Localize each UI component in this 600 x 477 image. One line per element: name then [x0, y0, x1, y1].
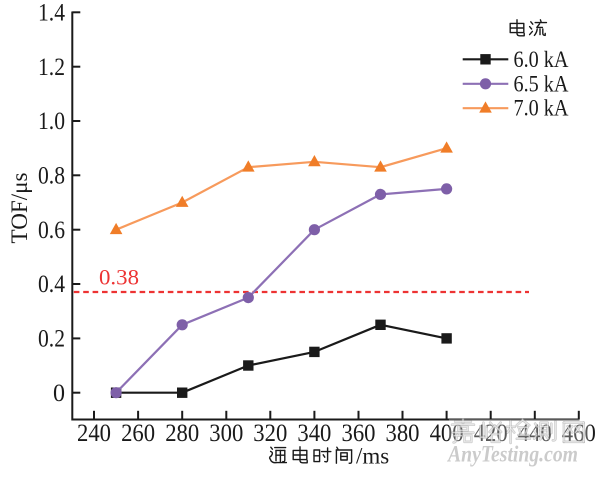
svg-text:240: 240 [77, 420, 111, 447]
svg-text:1.0: 1.0 [38, 108, 65, 135]
svg-text:260: 260 [121, 420, 155, 447]
svg-text:380: 380 [386, 420, 420, 447]
svg-text:0.2: 0.2 [38, 326, 65, 353]
svg-text:0.8: 0.8 [38, 163, 65, 190]
svg-text:0.6: 0.6 [38, 217, 65, 244]
svg-text:340: 340 [297, 420, 331, 447]
svg-text:1.2: 1.2 [38, 54, 65, 81]
svg-text:0: 0 [53, 380, 65, 407]
svg-text:6.0 kA: 6.0 kA [514, 47, 569, 73]
svg-text:280: 280 [165, 420, 199, 447]
svg-text:360: 360 [342, 420, 376, 447]
svg-text:AnyTesting.com: AnyTesting.com [446, 442, 578, 467]
svg-text:0.38: 0.38 [99, 265, 139, 290]
svg-text:320: 320 [253, 420, 287, 447]
svg-text:0.4: 0.4 [38, 271, 65, 298]
svg-text:6.5 kA: 6.5 kA [514, 71, 569, 97]
svg-text:/ms: /ms [356, 444, 389, 469]
svg-text:TOF/μs: TOF/μs [7, 172, 32, 243]
svg-text:300: 300 [209, 420, 243, 447]
svg-text:1.4: 1.4 [38, 0, 65, 27]
svg-text:7.0 kA: 7.0 kA [514, 96, 569, 122]
